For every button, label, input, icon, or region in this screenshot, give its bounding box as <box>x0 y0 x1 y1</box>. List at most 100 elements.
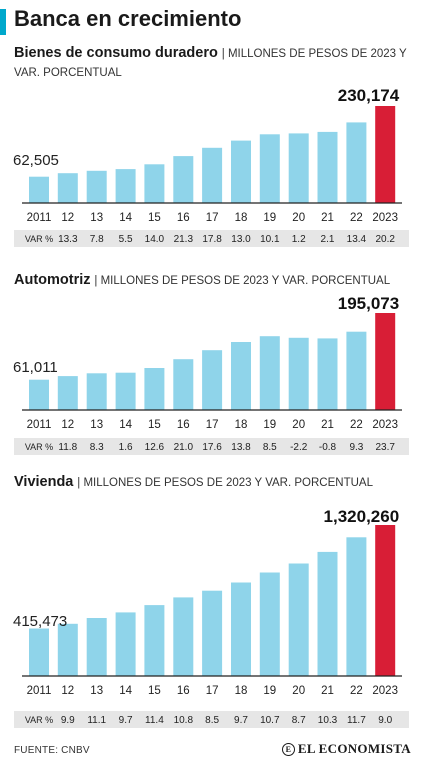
var-value: 8.3 <box>90 442 104 453</box>
bar <box>231 582 251 676</box>
x-tick-label: 20 <box>292 685 305 697</box>
x-tick-label: 19 <box>263 212 276 224</box>
bar <box>259 572 280 676</box>
var-value: 23.7 <box>375 442 395 453</box>
x-tick-label: 2023 <box>372 685 398 697</box>
var-row-background <box>14 230 409 247</box>
x-tick-label: 22 <box>350 685 363 697</box>
bar <box>288 563 309 676</box>
x-tick-label: 17 <box>206 212 219 224</box>
data-label-first: 415,473 <box>13 613 67 630</box>
x-tick-label: 18 <box>235 212 248 224</box>
x-tick-label: 16 <box>177 685 190 697</box>
var-row-label: VAR % <box>25 715 53 725</box>
x-tick-label: 13 <box>90 212 103 224</box>
x-tick-label: 15 <box>148 419 161 431</box>
x-tick-label: 15 <box>148 685 161 697</box>
var-value: -0.8 <box>319 442 337 453</box>
x-tick-label: 14 <box>119 685 132 697</box>
x-tick-label: 12 <box>61 419 74 431</box>
x-tick-label: 13 <box>90 419 103 431</box>
chart-title-name: Vivienda <box>14 474 74 490</box>
x-tick-label: 20 <box>292 212 305 224</box>
bar <box>231 342 251 410</box>
x-tick-label: 2023 <box>372 419 398 431</box>
data-label-last: 195,073 <box>338 294 399 313</box>
bar <box>115 372 136 410</box>
var-value: 9.3 <box>349 442 363 453</box>
bar <box>375 106 396 203</box>
bar <box>317 551 338 676</box>
chart-vivienda: 2011 12 13 14 15 16 17 18 19 20 21 22 2023 415,473 1,3… <box>13 507 409 728</box>
chart-subtitle: | MILLONES DE PESOS DE 2023 Y VAR. PORCE… <box>94 275 391 287</box>
x-tick-label: 12 <box>61 212 74 224</box>
var-value: 7.8 <box>90 234 104 245</box>
chart-automotriz: 2011 12 13 14 15 16 17 18 19 20 21 22 2023 61,011 195,… <box>13 294 409 455</box>
x-tick-label: 21 <box>321 212 334 224</box>
var-value: 10.7 <box>260 715 280 726</box>
var-row-background <box>14 711 409 728</box>
var-row-background <box>14 438 409 455</box>
var-value: 5.5 <box>119 234 133 245</box>
bar <box>115 169 136 203</box>
bar <box>86 373 107 410</box>
x-tick-label: 14 <box>119 419 132 431</box>
var-row-label: VAR % <box>25 442 53 452</box>
x-tick-label: 16 <box>177 419 190 431</box>
x-tick-label: 13 <box>90 685 103 697</box>
var-value: 21.3 <box>174 234 194 245</box>
bar <box>288 337 309 410</box>
x-tick-label: 22 <box>350 212 363 224</box>
chart-title-name: Bienes de consumo duradero <box>14 45 218 61</box>
var-value: 10.1 <box>260 234 280 245</box>
bar <box>173 156 194 203</box>
var-value: 13.4 <box>347 234 367 245</box>
x-tick-label: 17 <box>206 685 219 697</box>
x-tick-label: 2011 <box>27 419 52 431</box>
var-value: 17.8 <box>202 234 222 245</box>
publisher-logo: E EL ECONOMISTA <box>281 741 411 757</box>
x-tick-label: 2023 <box>372 212 398 224</box>
chart-title: Vivienda | MILLONES DE PESOS DE 2023 Y V… <box>14 473 414 492</box>
bar <box>346 537 367 676</box>
var-value: 9.9 <box>61 715 75 726</box>
var-value: 20.2 <box>375 234 395 245</box>
x-tick-label: 14 <box>119 212 132 224</box>
chart-subtitle: | MILLONES DE PESOS DE 2023 Y VAR. PORCE… <box>14 48 407 79</box>
x-tick-label: 22 <box>350 419 363 431</box>
bar <box>202 590 223 676</box>
x-tick-label: 21 <box>321 419 334 431</box>
x-tick-label: 18 <box>235 419 248 431</box>
var-value: 10.8 <box>174 715 194 726</box>
var-value: 8.5 <box>263 442 277 453</box>
bar <box>202 147 223 203</box>
var-value: 17.6 <box>202 442 222 453</box>
chart-title-name: Automotriz <box>14 272 91 288</box>
var-value: 14.0 <box>145 234 165 245</box>
bar <box>173 359 194 410</box>
var-value: 12.6 <box>145 442 165 453</box>
x-tick-label: 15 <box>148 212 161 224</box>
bar <box>144 368 165 410</box>
x-tick-label: 18 <box>235 685 248 697</box>
var-value: 9.0 <box>378 715 392 726</box>
x-tick-label: 21 <box>321 685 334 697</box>
logo-mark-icon: E <box>281 743 295 756</box>
bar <box>317 131 338 203</box>
var-value: 21.0 <box>174 442 194 453</box>
var-value: 13.0 <box>231 234 251 245</box>
chart-title: Automotriz | MILLONES DE PESOS DE 2023 Y… <box>14 271 414 290</box>
var-value: 2.1 <box>321 234 335 245</box>
bar <box>86 170 107 203</box>
x-tick-label: 20 <box>292 419 305 431</box>
bar <box>317 338 338 410</box>
var-value: 8.5 <box>205 715 219 726</box>
bar <box>144 164 165 203</box>
chart-title: Bienes de consumo duradero | MILLONES DE… <box>14 44 409 82</box>
data-label-last: 1,320,260 <box>324 507 400 526</box>
page-title: Banca en crecimiento <box>14 6 242 31</box>
logo-text: EL ECONOMISTA <box>297 741 411 756</box>
bar <box>173 597 194 676</box>
var-value: 13.8 <box>231 442 251 453</box>
x-tick-label: 17 <box>206 419 219 431</box>
